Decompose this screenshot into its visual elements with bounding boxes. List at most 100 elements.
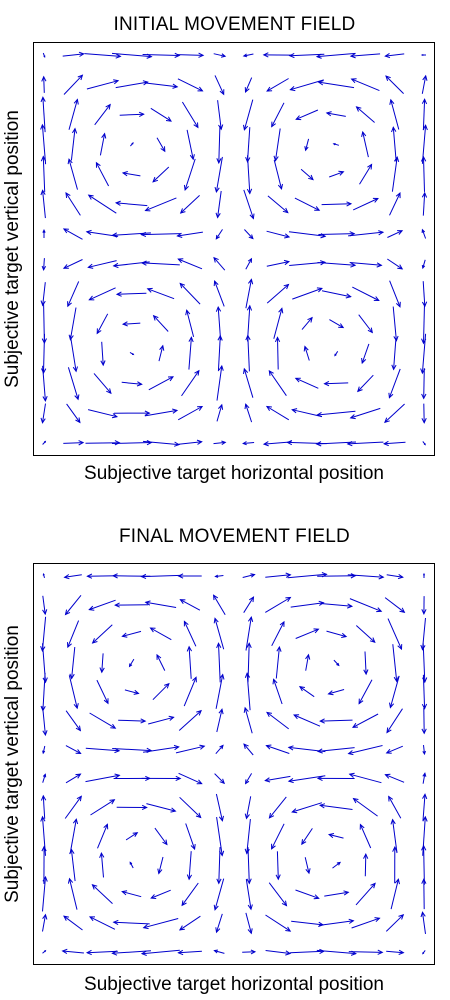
x-axis-label: Subjective target horizontal position [84, 974, 384, 995]
field-arrow [421, 124, 428, 164]
x-axis-label: Subjective target horizontal position [84, 463, 384, 484]
field-arrow [265, 596, 292, 613]
field-arrow [178, 709, 202, 731]
field-arrow [90, 799, 116, 816]
field-arrow [271, 620, 285, 647]
field-arrow [85, 773, 121, 783]
field-arrow [392, 846, 398, 884]
field-arrow [114, 200, 148, 207]
field-arrow [42, 440, 47, 445]
field-arrow [329, 319, 345, 329]
field-arrow [148, 376, 174, 391]
field-arrow [64, 594, 82, 616]
field-arrow [332, 143, 340, 146]
field-arrow [215, 913, 223, 934]
field-arrow [128, 658, 135, 668]
field-arrow [390, 818, 398, 854]
field-arrow [315, 441, 357, 447]
field-arrow [63, 915, 83, 931]
field-arrow [70, 127, 78, 161]
field-arrow [144, 197, 177, 212]
field-arrow [242, 53, 254, 58]
field-arrow [421, 707, 427, 735]
field-arrow [121, 321, 141, 327]
field-arrow [124, 689, 140, 695]
field-arrow [421, 403, 427, 424]
field-arrow [332, 861, 342, 869]
field-arrow [215, 190, 222, 219]
field-arrow [66, 403, 81, 424]
field-arrow [67, 158, 78, 190]
field-arrow [244, 77, 253, 94]
field-arrow [317, 80, 355, 89]
field-arrow [67, 877, 78, 910]
field-arrow [266, 230, 291, 239]
field-arrow [244, 229, 254, 240]
field-arrow [42, 773, 47, 783]
quiver-plot-area [33, 563, 435, 965]
field-arrow [97, 823, 109, 849]
field-arrow [121, 171, 141, 177]
field-arrow [42, 573, 45, 579]
field-arrow [267, 195, 289, 214]
field-arrow [422, 793, 428, 821]
field-arrow [262, 52, 292, 58]
field-arrow [245, 912, 253, 935]
field-arrow [114, 602, 149, 608]
field-arrow [121, 890, 142, 898]
field-arrow [348, 949, 384, 955]
field-arrow [384, 773, 405, 783]
field-arrow [181, 369, 200, 397]
field-arrow [287, 775, 326, 784]
field-arrow [144, 600, 177, 608]
field-arrow [290, 948, 326, 955]
field-arrow [242, 573, 256, 578]
field-arrow [178, 772, 203, 785]
field-arrow [183, 158, 196, 191]
field-arrow [87, 260, 117, 269]
field-arrow [115, 80, 149, 89]
field-arrow [213, 617, 225, 650]
chart-title: FINAL MOVEMENT FIELD [119, 526, 350, 547]
field-arrow [358, 679, 373, 705]
field-arrow [358, 314, 373, 334]
field-arrow [242, 949, 257, 955]
field-arrow [40, 282, 46, 307]
field-arrow [363, 853, 369, 877]
field-arrow [361, 130, 369, 158]
field-arrow [142, 918, 179, 930]
field-arrow [384, 597, 406, 613]
field-arrow [421, 303, 427, 345]
field-arrow [214, 75, 225, 96]
field-arrow [245, 615, 254, 651]
field-arrow [389, 98, 400, 130]
field-arrow [216, 403, 224, 422]
field-arrow [63, 74, 84, 95]
field-arrow [217, 100, 224, 131]
field-arrow [175, 744, 206, 754]
field-arrow [294, 377, 319, 389]
field-arrow [266, 711, 290, 730]
field-arrow [245, 278, 254, 309]
field-arrow [243, 367, 254, 398]
field-arrow [303, 345, 310, 361]
field-arrow [301, 316, 313, 330]
field-arrow [293, 714, 321, 727]
field-arrow [316, 747, 355, 754]
field-arrow [388, 795, 402, 819]
field-arrow [69, 848, 76, 882]
field-arrow [188, 336, 194, 370]
field-arrow [41, 75, 47, 93]
field-arrow [298, 686, 315, 698]
field-arrow [323, 380, 349, 387]
field-arrow [185, 823, 196, 851]
field-arrow [88, 287, 116, 301]
field-arrow [292, 287, 323, 300]
field-arrow [96, 679, 109, 705]
field-arrow [65, 773, 82, 784]
field-arrow [389, 192, 401, 216]
field-arrow [65, 192, 81, 216]
field-arrow [391, 337, 397, 371]
field-arrow [389, 280, 401, 308]
field-arrow [185, 309, 195, 338]
